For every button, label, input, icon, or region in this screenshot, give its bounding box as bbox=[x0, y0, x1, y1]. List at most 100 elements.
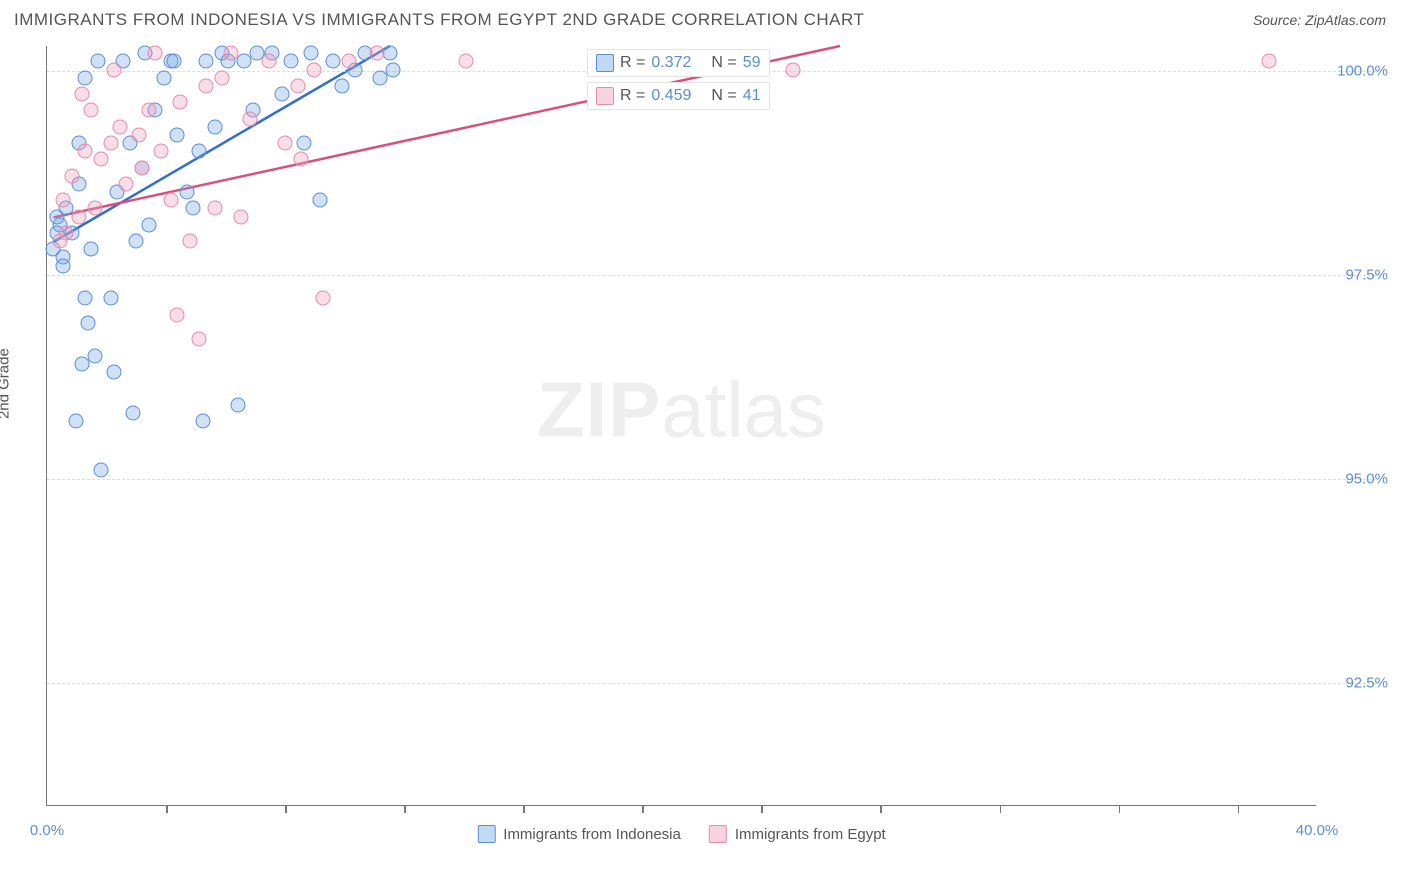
scatter-point bbox=[208, 201, 223, 216]
legend-label: Immigrants from Egypt bbox=[735, 826, 886, 843]
scatter-point bbox=[141, 217, 156, 232]
scatter-point bbox=[297, 136, 312, 151]
scatter-point bbox=[214, 70, 229, 85]
scatter-point bbox=[71, 209, 86, 224]
legend-swatch bbox=[596, 87, 614, 105]
scatter-point bbox=[786, 62, 801, 77]
chart-header: IMMIGRANTS FROM INDONESIA VS IMMIGRANTS … bbox=[0, 0, 1406, 36]
x-tick bbox=[404, 805, 406, 813]
x-tick bbox=[523, 805, 525, 813]
legend-swatch bbox=[477, 825, 495, 843]
scatter-point bbox=[78, 70, 93, 85]
x-tick bbox=[1119, 805, 1121, 813]
y-axis-label: 2nd Grade bbox=[0, 348, 13, 419]
y-tick-label: 92.5% bbox=[1345, 675, 1388, 692]
scatter-point bbox=[87, 201, 102, 216]
scatter-point bbox=[230, 397, 245, 412]
scatter-point bbox=[325, 54, 340, 69]
scatter-point bbox=[84, 103, 99, 118]
gridline bbox=[47, 683, 1376, 684]
scatter-point bbox=[198, 78, 213, 93]
scatter-point bbox=[65, 168, 80, 183]
scatter-point bbox=[170, 127, 185, 142]
scatter-point bbox=[208, 119, 223, 134]
scatter-point bbox=[274, 87, 289, 102]
series-legend: Immigrants from Indonesia Immigrants from… bbox=[477, 825, 885, 843]
scatter-point bbox=[335, 78, 350, 93]
scatter-point bbox=[284, 54, 299, 69]
scatter-point bbox=[103, 136, 118, 151]
scatter-point bbox=[78, 144, 93, 159]
source-label: Source: ZipAtlas.com bbox=[1253, 12, 1386, 28]
scatter-point bbox=[186, 201, 201, 216]
scatter-point bbox=[179, 185, 194, 200]
stat-n-value: 41 bbox=[743, 87, 761, 105]
stat-legend: R =0.372N =59 bbox=[587, 49, 770, 77]
x-tick bbox=[285, 805, 287, 813]
scatter-point bbox=[135, 160, 150, 175]
scatter-point bbox=[195, 413, 210, 428]
scatter-point bbox=[170, 307, 185, 322]
scatter-point bbox=[132, 127, 147, 142]
scatter-point bbox=[1262, 54, 1277, 69]
stat-legend: R =0.459N =41 bbox=[587, 82, 770, 110]
scatter-point bbox=[125, 405, 140, 420]
x-tick-label: 0.0% bbox=[30, 822, 64, 839]
scatter-point bbox=[128, 234, 143, 249]
scatter-point bbox=[243, 111, 258, 126]
scatter-point bbox=[59, 225, 74, 240]
x-tick-label: 40.0% bbox=[1296, 822, 1339, 839]
x-tick bbox=[642, 805, 644, 813]
scatter-point bbox=[157, 70, 172, 85]
scatter-point bbox=[173, 95, 188, 110]
stat-n-label: N = bbox=[711, 87, 736, 105]
scatter-point bbox=[198, 54, 213, 69]
scatter-point bbox=[192, 144, 207, 159]
scatter-point bbox=[154, 144, 169, 159]
stat-r-value: 0.372 bbox=[651, 54, 691, 72]
x-tick bbox=[761, 805, 763, 813]
x-tick bbox=[1000, 805, 1002, 813]
y-tick-label: 95.0% bbox=[1345, 471, 1388, 488]
gridline bbox=[47, 275, 1376, 276]
x-tick bbox=[1238, 805, 1240, 813]
scatter-point bbox=[192, 332, 207, 347]
scatter-point bbox=[459, 54, 474, 69]
scatter-point bbox=[49, 209, 64, 224]
legend-swatch bbox=[596, 54, 614, 72]
scatter-point bbox=[141, 103, 156, 118]
scatter-point bbox=[303, 46, 318, 61]
scatter-point bbox=[106, 62, 121, 77]
y-tick-label: 100.0% bbox=[1337, 62, 1388, 79]
plot-area: ZIPatlas 92.5%95.0%97.5%100.0%0.0%40.0%R… bbox=[46, 46, 1316, 806]
gridline bbox=[47, 479, 1376, 480]
scatter-point bbox=[93, 462, 108, 477]
stat-n-value: 59 bbox=[743, 54, 761, 72]
trend-lines bbox=[47, 46, 1316, 805]
scatter-point bbox=[370, 46, 385, 61]
scatter-point bbox=[74, 87, 89, 102]
stat-n-label: N = bbox=[711, 54, 736, 72]
scatter-point bbox=[262, 54, 277, 69]
scatter-point bbox=[182, 234, 197, 249]
scatter-point bbox=[294, 152, 309, 167]
legend-label: Immigrants from Indonesia bbox=[503, 826, 681, 843]
scatter-point bbox=[103, 291, 118, 306]
scatter-point bbox=[386, 62, 401, 77]
scatter-point bbox=[313, 193, 328, 208]
scatter-point bbox=[147, 46, 162, 61]
scatter-point bbox=[233, 209, 248, 224]
scatter-point bbox=[163, 193, 178, 208]
scatter-point bbox=[55, 193, 70, 208]
scatter-point bbox=[90, 54, 105, 69]
scatter-point bbox=[119, 176, 134, 191]
scatter-point bbox=[306, 62, 321, 77]
scatter-point bbox=[93, 152, 108, 167]
scatter-point bbox=[224, 46, 239, 61]
stat-r-label: R = bbox=[620, 87, 645, 105]
scatter-point bbox=[84, 242, 99, 257]
legend-item: Immigrants from Egypt bbox=[709, 825, 886, 843]
chart-container: 2nd Grade ZIPatlas 92.5%95.0%97.5%100.0%… bbox=[14, 36, 1394, 856]
scatter-point bbox=[106, 364, 121, 379]
chart-title: IMMIGRANTS FROM INDONESIA VS IMMIGRANTS … bbox=[14, 10, 864, 30]
